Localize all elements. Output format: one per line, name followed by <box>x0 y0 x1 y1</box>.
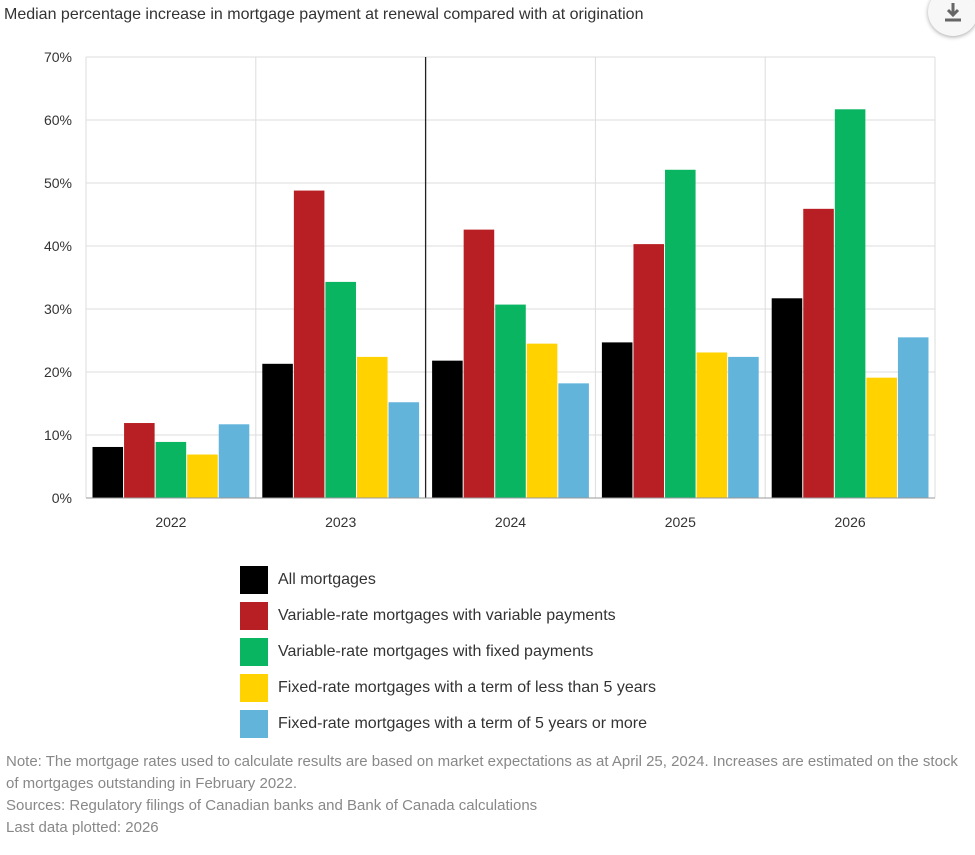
x-tick-label: 2023 <box>325 514 356 530</box>
bar <box>696 352 728 498</box>
bar <box>495 304 526 498</box>
y-tick-label: 60% <box>44 112 72 128</box>
x-tick-label: 2026 <box>835 514 866 530</box>
legend-swatch <box>240 710 268 738</box>
bars <box>92 109 929 498</box>
x-tick-label: 2022 <box>155 514 186 530</box>
bar <box>771 298 803 498</box>
legend-swatch <box>240 602 268 630</box>
bar <box>526 343 558 498</box>
bar <box>187 454 218 498</box>
y-tick-label: 20% <box>44 364 72 380</box>
chart-title: Median percentage increase in mortgage p… <box>4 6 644 23</box>
y-tick-label: 50% <box>44 175 72 191</box>
download-icon <box>945 3 961 22</box>
legend-swatch <box>240 674 268 702</box>
bar <box>834 109 866 498</box>
legend-item[interactable]: Fixed-rate mortgages with a term of 5 ye… <box>240 706 656 742</box>
legend-item[interactable]: Variable-rate mortgages with variable pa… <box>240 598 656 634</box>
last-data-text: Last data plotted: 2026 <box>6 819 159 836</box>
notes: Note: The mortgage rates used to calcula… <box>6 751 966 839</box>
x-tick-label: 2025 <box>665 514 696 530</box>
legend-swatch <box>240 566 268 594</box>
y-axis-tick-labels: 0% 10% 20% 30% 40% 50% 60% 70% <box>44 49 72 506</box>
legend-item[interactable]: All mortgages <box>240 562 656 598</box>
bar <box>325 281 356 498</box>
bar <box>92 446 124 498</box>
bar <box>463 229 495 498</box>
bar <box>728 356 759 498</box>
note-text: Note: The mortgage rates used to calcula… <box>6 753 958 792</box>
x-axis-tick-labels: 2022 2023 2024 2025 2026 <box>155 514 866 530</box>
legend-label: Variable-rate mortgages with variable pa… <box>278 607 616 624</box>
bar <box>558 383 589 498</box>
x-tick-label: 2024 <box>495 514 526 530</box>
legend-label: All mortgages <box>278 571 376 588</box>
bar-chart: 0% 10% 20% 30% 40% 50% 60% 70% 2022 2023 2024 2025… <box>44 49 936 530</box>
y-tick-label: 30% <box>44 301 72 317</box>
y-tick-label: 0% <box>52 490 72 506</box>
sources-text: Sources: Regulatory filings of Canadian … <box>6 797 538 814</box>
bar <box>803 208 834 498</box>
bar <box>897 337 929 498</box>
legend-label: Fixed-rate mortgages with a term of less… <box>278 679 656 696</box>
bar <box>218 424 250 498</box>
bar <box>155 441 187 498</box>
bar <box>866 377 897 498</box>
bar <box>262 363 293 498</box>
y-tick-label: 70% <box>44 49 72 65</box>
legend-label: Fixed-rate mortgages with a term of 5 ye… <box>278 715 648 732</box>
bar <box>633 244 665 498</box>
legend-item[interactable]: Fixed-rate mortgages with a term of less… <box>240 670 656 706</box>
bar <box>601 342 633 498</box>
legend-swatch <box>240 638 268 666</box>
y-tick-label: 40% <box>44 238 72 254</box>
axes <box>86 57 935 499</box>
bar <box>388 402 420 498</box>
bar <box>356 356 388 498</box>
bar <box>124 423 155 498</box>
bar <box>293 190 325 498</box>
y-tick-label: 10% <box>44 427 72 443</box>
download-button[interactable] <box>928 0 975 36</box>
legend-label: Variable-rate mortgages with fixed payme… <box>278 643 594 660</box>
bar <box>432 360 463 498</box>
legend-item[interactable]: Variable-rate mortgages with fixed payme… <box>240 634 656 670</box>
legend: All mortgages Variable-rate mortgages wit… <box>240 562 656 742</box>
bar <box>665 169 696 498</box>
